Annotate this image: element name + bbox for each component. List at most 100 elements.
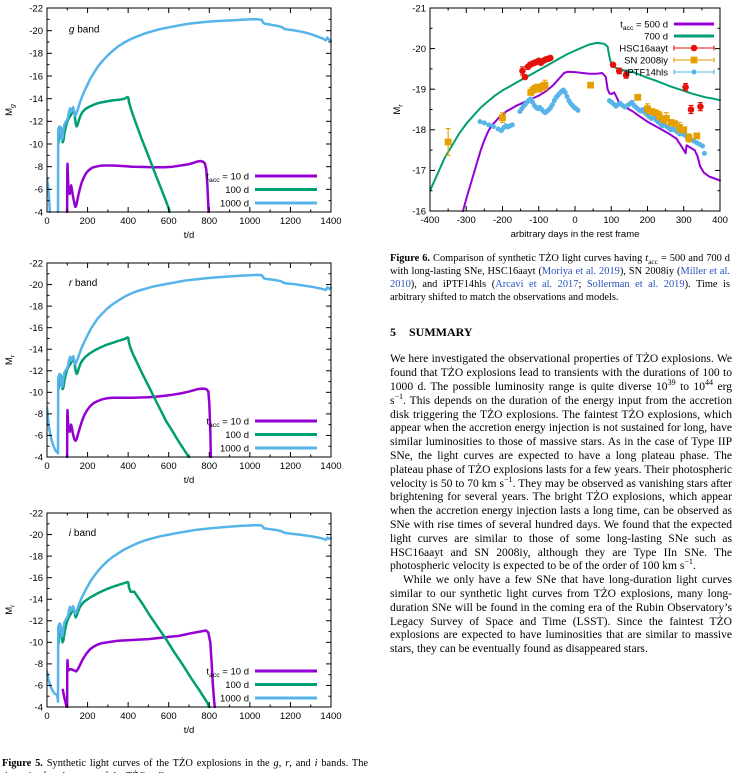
- comparison-chart: -400 -300 -200 -100 0 100 200 300 400 -21 -20 -19 -1…: [388, 0, 732, 250]
- summary-heading: 5 SUMMARY: [390, 325, 730, 340]
- svg-text:-22: -22: [29, 3, 43, 14]
- svg-text:200: 200: [80, 711, 96, 722]
- svg-text:-10: -10: [29, 139, 43, 150]
- svg-text:Mr​: Mr​: [4, 354, 17, 365]
- svg-text:-20: -20: [29, 530, 43, 541]
- svg-text:1400: 1400: [320, 216, 341, 227]
- svg-text:100 d: 100 d: [225, 430, 249, 441]
- r-band-chart: 0 200 400 600 800 1000 1200 1400 -22 -20 -18 -16 -14…: [0, 255, 370, 505]
- svg-text:-10: -10: [29, 388, 43, 399]
- svg-text:400: 400: [120, 711, 136, 722]
- svg-text:-17: -17: [412, 166, 426, 177]
- figure5-panel: 0 200 400 600 800 1000 1200 1400 -22 -20 -18 -16 -14…: [0, 0, 370, 773]
- svg-text:-300: -300: [457, 215, 476, 226]
- svg-text:-21: -21: [412, 3, 426, 14]
- svg-text:-4: -4: [35, 702, 43, 713]
- figure5-caption: Figure 5. Synthetic light curves of the …: [2, 758, 368, 773]
- svg-text:600: 600: [161, 461, 177, 472]
- svg-text:-22: -22: [29, 508, 43, 519]
- svg-text:-6: -6: [35, 681, 43, 692]
- svg-text:-12: -12: [29, 616, 43, 627]
- section-title: SUMMARY: [409, 325, 473, 340]
- svg-text:-4: -4: [35, 452, 43, 463]
- svg-text:-16: -16: [29, 71, 43, 82]
- svg-text:-8: -8: [35, 409, 43, 420]
- svg-text:100 d: 100 d: [225, 680, 249, 691]
- svg-text:-22: -22: [29, 258, 43, 269]
- svg-text:-10: -10: [29, 638, 43, 649]
- svg-text:1000 d: 1000 d: [220, 198, 249, 209]
- svg-text:-12: -12: [29, 366, 43, 377]
- svg-text:1200: 1200: [280, 711, 301, 722]
- svg-text:0: 0: [572, 215, 577, 226]
- svg-text:400: 400: [120, 461, 136, 472]
- svg-text:-14: -14: [29, 94, 43, 105]
- r-band-plot: 0 200 400 600 800 1000 1200 1400 -22 -20 -18 -16 -14…: [4, 258, 342, 486]
- svg-text:-200: -200: [493, 215, 512, 226]
- svg-text:-20: -20: [29, 26, 43, 37]
- svg-text:-18: -18: [412, 125, 426, 136]
- svg-text:400: 400: [712, 215, 728, 226]
- svg-text:SN 2008iy: SN 2008iy: [624, 55, 668, 66]
- svg-text:100 d: 100 d: [225, 185, 249, 196]
- svg-text:-18: -18: [29, 301, 43, 312]
- svg-text:600: 600: [161, 711, 177, 722]
- svg-text:-14: -14: [29, 595, 43, 606]
- svg-text:800: 800: [201, 461, 217, 472]
- svg-text:-4: -4: [35, 207, 43, 218]
- svg-text:400: 400: [120, 216, 136, 227]
- summary-paragraph-2: While we only have a few SNe that have l…: [390, 574, 732, 656]
- svg-text:1000 d: 1000 d: [220, 443, 249, 454]
- svg-text:800: 800: [201, 711, 217, 722]
- svg-text:200: 200: [80, 461, 96, 472]
- svg-text:tacc​ = 10 d: tacc​ = 10 d: [206, 171, 249, 184]
- svg-text:-16: -16: [412, 206, 426, 217]
- svg-text:i band: i band: [69, 528, 96, 539]
- svg-text:600: 600: [161, 216, 177, 227]
- figure6-caption: Figure 6. Comparison of synthetic TŻO li…: [390, 253, 731, 304]
- svg-text:-18: -18: [29, 551, 43, 562]
- svg-text:200: 200: [640, 215, 656, 226]
- svg-text:Mi​: Mi​: [4, 605, 17, 615]
- svg-text:-8: -8: [35, 162, 43, 173]
- svg-text:-6: -6: [35, 185, 43, 196]
- svg-text:100: 100: [603, 215, 619, 226]
- svg-text:300: 300: [676, 215, 692, 226]
- svg-text:0: 0: [44, 216, 49, 227]
- svg-text:tacc​ = 10 d: tacc​ = 10 d: [206, 416, 249, 429]
- svg-text:-12: -12: [29, 117, 43, 128]
- svg-text:HSC16aayt: HSC16aayt: [619, 43, 668, 54]
- svg-text:0: 0: [44, 711, 49, 722]
- svg-text:1400: 1400: [320, 461, 341, 472]
- svg-text:tacc​ = 10 d: tacc​ = 10 d: [206, 666, 249, 679]
- svg-text:Mg​: Mg​: [4, 104, 17, 116]
- svg-text:-14: -14: [29, 345, 43, 356]
- svg-text:g band: g band: [69, 24, 100, 35]
- g-band-plot: 0 200 400 600 800 1000 1200 1400 -22 -20 -18 -16 -14…: [4, 3, 342, 241]
- svg-text:-19: -19: [412, 85, 426, 96]
- section-number: 5: [390, 325, 396, 340]
- svg-text:t/d: t/d: [184, 230, 195, 241]
- svg-text:-100: -100: [529, 215, 548, 226]
- svg-text:700 d: 700 d: [644, 31, 668, 42]
- i-band-chart: 0 200 400 600 800 1000 1200 1400 -22 -20 -18 -16 -14…: [0, 505, 370, 755]
- comparison-plot: -400 -300 -200 -100 0 100 200 300 400 -21 -20 -19 -1…: [392, 3, 728, 240]
- svg-text:1000: 1000: [239, 711, 260, 722]
- svg-text:-16: -16: [29, 573, 43, 584]
- i-band-plot: 0 200 400 600 800 1000 1200 1400 -22 -20 -18 -16 -14…: [4, 508, 342, 736]
- svg-text:t/d: t/d: [184, 475, 195, 486]
- g-band-chart: 0 200 400 600 800 1000 1200 1400 -22 -20 -18 -16 -14…: [0, 0, 370, 255]
- svg-text:-20: -20: [412, 44, 426, 55]
- svg-text:200: 200: [80, 216, 96, 227]
- svg-text:0: 0: [44, 461, 49, 472]
- svg-text:tacc​ = 500 d: tacc​ = 500 d: [620, 19, 668, 32]
- svg-text:-6: -6: [35, 431, 43, 442]
- svg-text:-16: -16: [29, 323, 43, 334]
- svg-text:-8: -8: [35, 659, 43, 670]
- svg-text:800: 800: [201, 216, 217, 227]
- text-column: -400 -300 -200 -100 0 100 200 300 400 -21 -20 -19 -1…: [388, 0, 732, 657]
- svg-text:arbitrary days in the rest fra: arbitrary days in the rest frame: [511, 229, 640, 240]
- svg-text:1400: 1400: [320, 711, 341, 722]
- summary-paragraph-1: We here investigated the observational p…: [390, 353, 732, 573]
